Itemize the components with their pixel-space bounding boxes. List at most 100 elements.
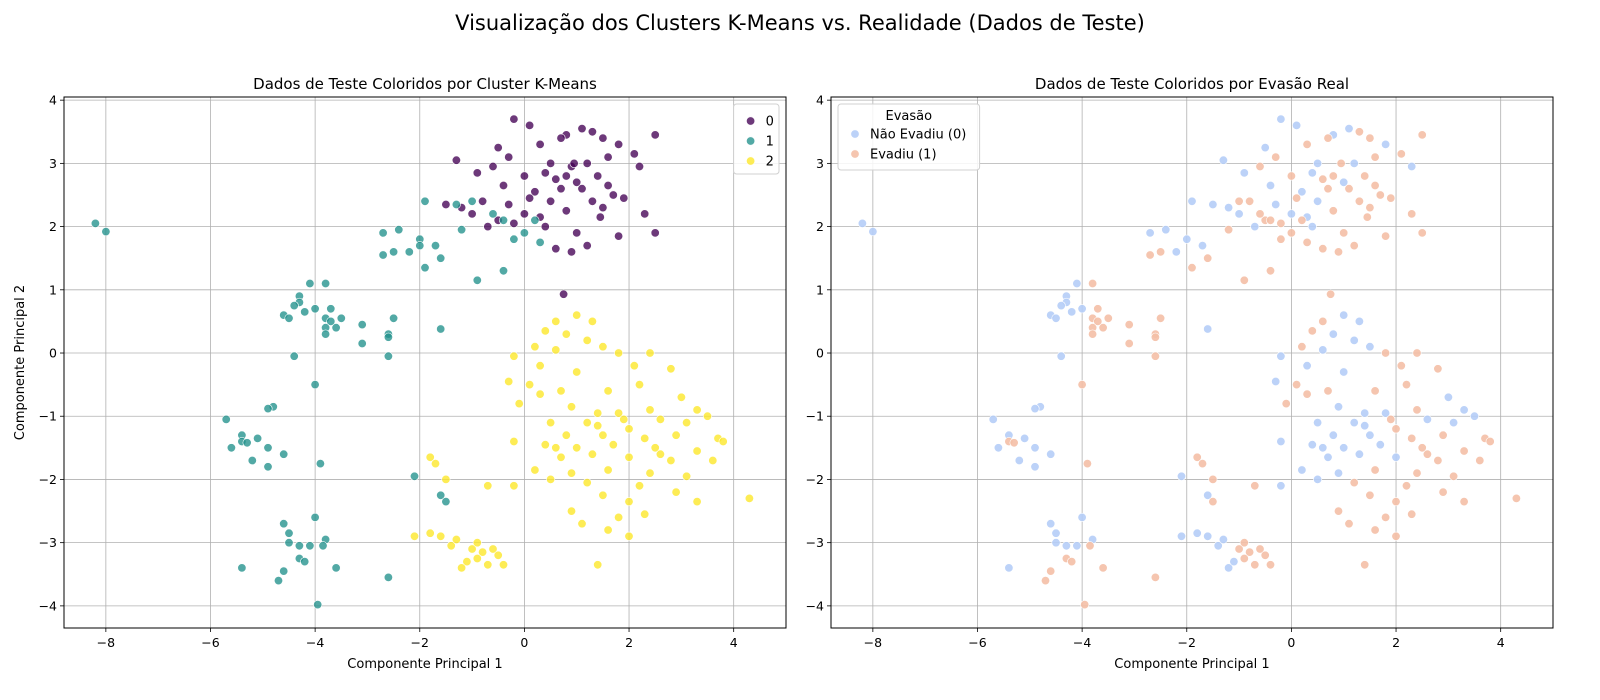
data-point-series-1: [253, 433, 263, 443]
data-point-series-1: [1088, 278, 1098, 288]
data-point-series-2: [645, 348, 655, 358]
data-point-series-0: [1323, 452, 1333, 462]
data-point-series-1: [451, 200, 461, 210]
data-point-series-1: [1098, 563, 1108, 573]
data-point-series-1: [1271, 152, 1281, 162]
data-point-series-2: [718, 436, 728, 446]
data-point-series-2: [514, 399, 524, 409]
data-point-series-2: [614, 408, 624, 418]
data-point-series-0: [868, 227, 878, 237]
data-point-series-2: [593, 560, 603, 570]
x-tick-label: −6: [201, 635, 219, 650]
data-point-series-1: [1396, 149, 1406, 159]
data-point-series-1: [1077, 380, 1087, 390]
data-point-series-0: [1422, 414, 1432, 424]
data-point-series-1: [1365, 133, 1375, 143]
data-point-series-0: [472, 168, 482, 178]
data-point-series-0: [498, 181, 508, 191]
data-point-series-0: [603, 152, 613, 162]
data-point-series-0: [1318, 443, 1328, 453]
data-point-series-0: [467, 209, 477, 219]
y-tick-label: 2: [816, 219, 824, 234]
data-point-series-2: [692, 446, 702, 456]
data-point-series-1: [300, 307, 310, 317]
data-point-series-1: [1386, 193, 1396, 203]
data-point-series-2: [572, 310, 582, 320]
data-point-series-2: [634, 380, 644, 390]
y-tick-label: −2: [806, 472, 824, 487]
data-point-series-0: [1014, 455, 1024, 465]
data-point-series-0: [1407, 162, 1417, 172]
data-point-series-0: [1318, 345, 1328, 355]
data-point-series-0: [603, 181, 613, 191]
plot-frame: [63, 96, 787, 629]
data-point-series-2: [645, 468, 655, 478]
data-point-series-2: [682, 471, 692, 481]
data-point-series-2: [498, 560, 508, 570]
x-tick-label: 0: [1287, 635, 1295, 650]
data-point-series-1: [436, 490, 446, 500]
data-point-series-0: [587, 196, 597, 206]
data-point-series-0: [519, 209, 529, 219]
data-point-series-1: [1349, 241, 1359, 251]
data-point-series-1: [1381, 512, 1391, 522]
data-point-series-2: [619, 414, 629, 424]
data-point-series-2: [640, 509, 650, 519]
data-point-series-1: [279, 566, 289, 576]
data-point-series-1: [326, 304, 336, 314]
data-point-series-2: [441, 474, 451, 484]
data-point-series-0: [540, 222, 550, 232]
data-point-series-1: [284, 538, 294, 548]
data-point-series-0: [1203, 324, 1213, 334]
data-point-series-1: [1323, 386, 1333, 396]
data-point-series-2: [509, 436, 519, 446]
data-point-series-2: [546, 418, 556, 428]
data-point-series-2: [535, 389, 545, 399]
data-point-series-2: [457, 563, 467, 573]
data-point-series-0: [540, 168, 550, 178]
data-point-series-1: [1239, 538, 1249, 548]
data-point-series-0: [629, 149, 639, 159]
data-point-series-1: [263, 462, 273, 472]
data-point-series-0: [614, 231, 624, 241]
data-point-series-2: [483, 481, 493, 491]
data-point-series-1: [1323, 184, 1333, 194]
data-point-series-1: [1323, 133, 1333, 143]
x-tick-label: −8: [97, 635, 115, 650]
data-point-series-0: [1030, 462, 1040, 472]
data-point-series-2: [634, 481, 644, 491]
data-point-series-1: [420, 263, 430, 273]
data-point-series-1: [1433, 455, 1443, 465]
data-point-series-1: [1198, 459, 1208, 469]
data-point-series-0: [1449, 418, 1459, 428]
data-point-series-1: [1292, 380, 1302, 390]
data-point-series-1: [498, 266, 508, 276]
data-point-series-2: [540, 440, 550, 450]
data-point-series-2: [624, 452, 634, 462]
data-point-series-0: [1307, 440, 1317, 450]
data-point-series-2: [671, 487, 681, 497]
data-point-series-1: [409, 471, 419, 481]
data-point-series-0: [1004, 563, 1014, 573]
data-point-series-2: [556, 452, 566, 462]
legend-marker: [746, 156, 756, 166]
data-point-series-1: [1328, 171, 1338, 181]
data-point-series-1: [1318, 316, 1328, 326]
data-point-series-1: [530, 215, 540, 225]
data-point-series-0: [1271, 200, 1281, 210]
data-point-series-1: [1009, 438, 1019, 448]
data-point-series-2: [582, 335, 592, 345]
data-point-series-2: [561, 329, 571, 339]
data-point-series-1: [1360, 560, 1370, 570]
data-point-series-0: [551, 244, 561, 254]
data-point-series-1: [1365, 490, 1375, 500]
data-point-series-1: [389, 247, 399, 257]
x-tick-label: 4: [730, 635, 738, 650]
data-point-series-1: [1475, 455, 1485, 465]
data-point-series-1: [383, 572, 393, 582]
data-point-series-0: [488, 162, 498, 172]
data-point-series-1: [1391, 531, 1401, 541]
data-point-series-1: [1266, 215, 1276, 225]
right-scatter-panel: −8 −6 −4 −2 0 2 4 −4 −3 −2 −1 0 1 2 3 4 Dados de Teste C…: [806, 75, 1554, 672]
data-point-series-1: [467, 196, 477, 206]
